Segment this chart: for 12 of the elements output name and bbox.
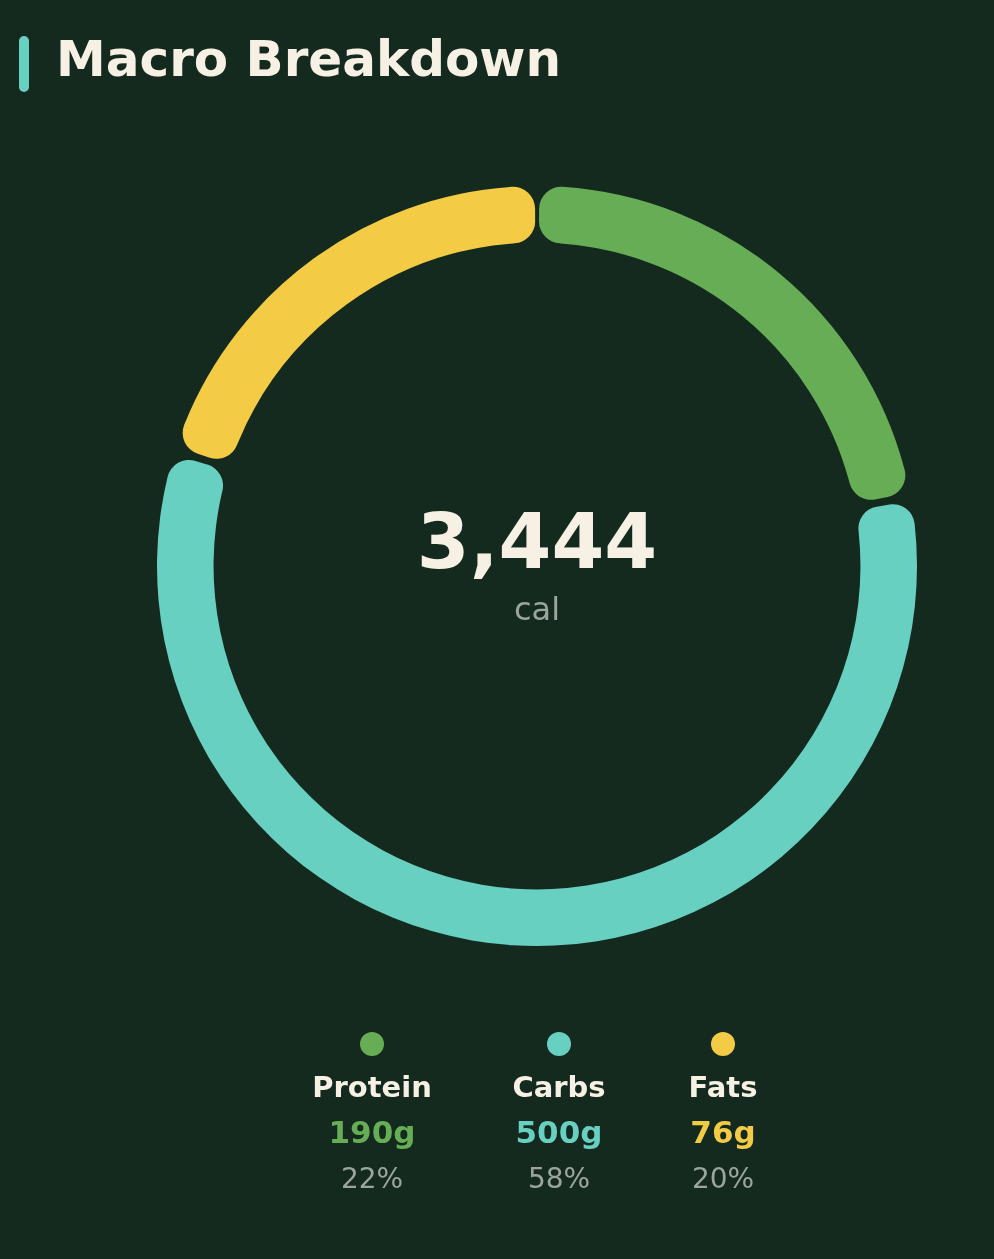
text: cal: [512, 590, 562, 628]
legend-label: Fats: [687, 1070, 759, 1104]
legend-label: Carbs: [511, 1070, 607, 1104]
text: 58%: [526, 1162, 592, 1195]
text: 500g: [514, 1114, 604, 1150]
legend-label: Protein: [311, 1070, 433, 1104]
text: 76g: [689, 1114, 757, 1150]
text: 3,444: [415, 497, 659, 586]
text: 20%: [690, 1162, 756, 1195]
chart-title: Macro Breakdown: [56, 30, 562, 88]
text: 190g: [327, 1114, 417, 1150]
text: 22%: [339, 1162, 405, 1195]
